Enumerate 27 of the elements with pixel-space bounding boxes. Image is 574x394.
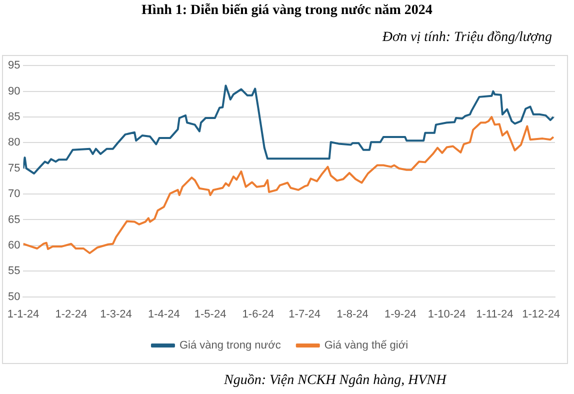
x-tick-label: 1-9-24 <box>384 308 416 320</box>
text: Nguồn: Viện NCKH Ngân hàng, HVNH <box>224 373 446 389</box>
x-tick-label: 1-12-24 <box>522 308 560 320</box>
x-tick-label: 1-3-24 <box>100 308 132 320</box>
y-tick-label: 85 <box>8 111 20 124</box>
y-tick-label: 70 <box>8 188 20 200</box>
x-tick-label: 1-7-24 <box>288 308 320 320</box>
x-tick-label: 1-11-24 <box>476 308 514 320</box>
y-tick-label: 75 <box>8 162 20 174</box>
y-tick-label: 50 <box>8 290 20 303</box>
y-tick-label: 80 <box>8 136 20 149</box>
x-tick-label: 1-6-24 <box>242 308 274 320</box>
legend-label: Giá vàng trong nước <box>179 340 282 352</box>
y-tick-label: 95 <box>8 60 20 72</box>
y-tick-label: 55 <box>8 265 20 278</box>
x-tick-label: 1-8-24 <box>336 308 368 320</box>
chart-subtitle: Đơn vị tính: Triệu đồng/lượng <box>382 30 552 46</box>
y-tick-label: 90 <box>8 85 20 98</box>
legend-label: Giá vàng thế giới <box>324 340 408 352</box>
x-tick-label: 1-4-24 <box>148 308 180 320</box>
x-tick-label: 1-10-24 <box>428 308 466 320</box>
x-tick-label: 1-5-24 <box>194 308 226 320</box>
x-tick-label: 1-1-24 <box>7 308 40 320</box>
y-tick-label: 65 <box>8 214 20 226</box>
y-tick-label: 60 <box>8 239 20 252</box>
chart-title: Hình 1: Diễn biến giá vàng trong nước năm 2024 <box>140 3 434 19</box>
x-tick-label: 1-2-24 <box>55 308 88 320</box>
